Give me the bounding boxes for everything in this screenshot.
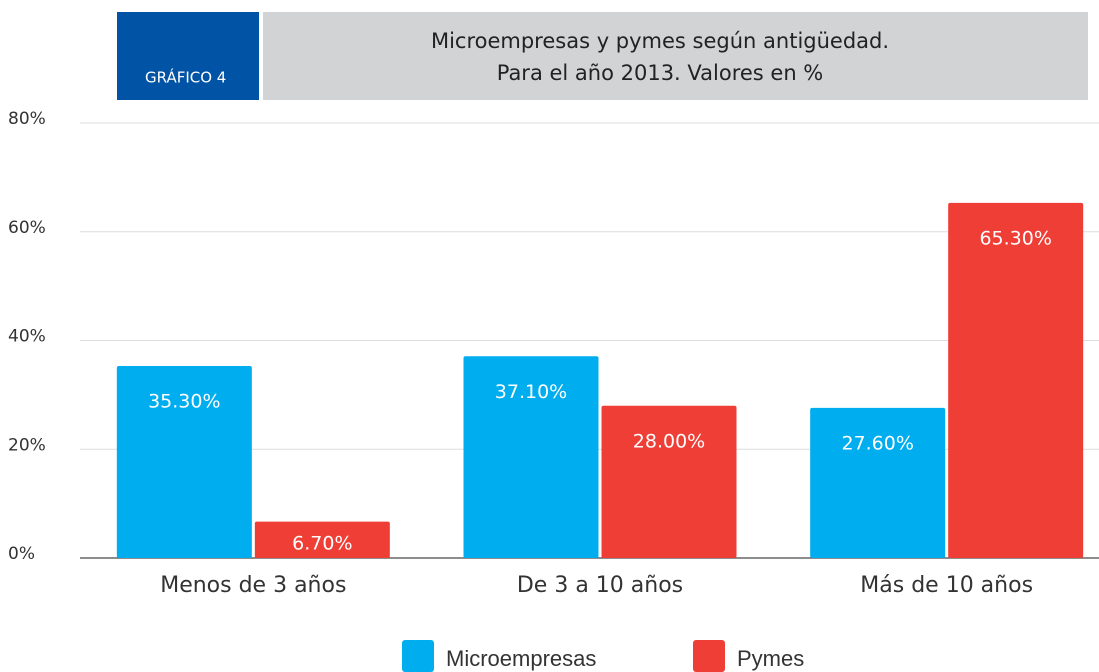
y-tick-label: 0% (8, 544, 35, 564)
bar (810, 407, 946, 558)
bar (254, 521, 390, 558)
x-tick-label: Más de 10 años (860, 573, 1033, 598)
data-label: 37.10% (495, 381, 567, 403)
bar (948, 202, 1084, 558)
legend-label: Microempresas (446, 646, 596, 671)
chart-subtitle: Para el año 2013. Valores en % (497, 61, 824, 85)
chart-title: Microempresas y pymes según antigüedad. (431, 29, 889, 53)
title-box (263, 12, 1088, 100)
y-tick-label: 40% (8, 327, 46, 347)
label-box (117, 12, 259, 100)
chart-label: GRÁFICO 4 (145, 68, 226, 87)
bar (116, 366, 252, 558)
bar (601, 405, 737, 558)
y-tick-label: 80% (8, 109, 46, 129)
data-label: 6.70% (292, 532, 352, 554)
legend-swatch (402, 640, 434, 672)
data-label: 27.60% (841, 432, 913, 454)
y-tick-label: 20% (8, 435, 46, 455)
x-tick-label: De 3 a 10 años (517, 573, 683, 598)
data-label: 35.30% (148, 391, 220, 413)
data-label: 28.00% (633, 430, 705, 452)
y-tick-label: 60% (8, 218, 46, 238)
legend-swatch (693, 640, 725, 672)
x-tick-label: Menos de 3 años (160, 573, 346, 598)
legend-label: Pymes (737, 646, 804, 671)
data-label: 65.30% (979, 227, 1051, 249)
bar (463, 356, 599, 558)
